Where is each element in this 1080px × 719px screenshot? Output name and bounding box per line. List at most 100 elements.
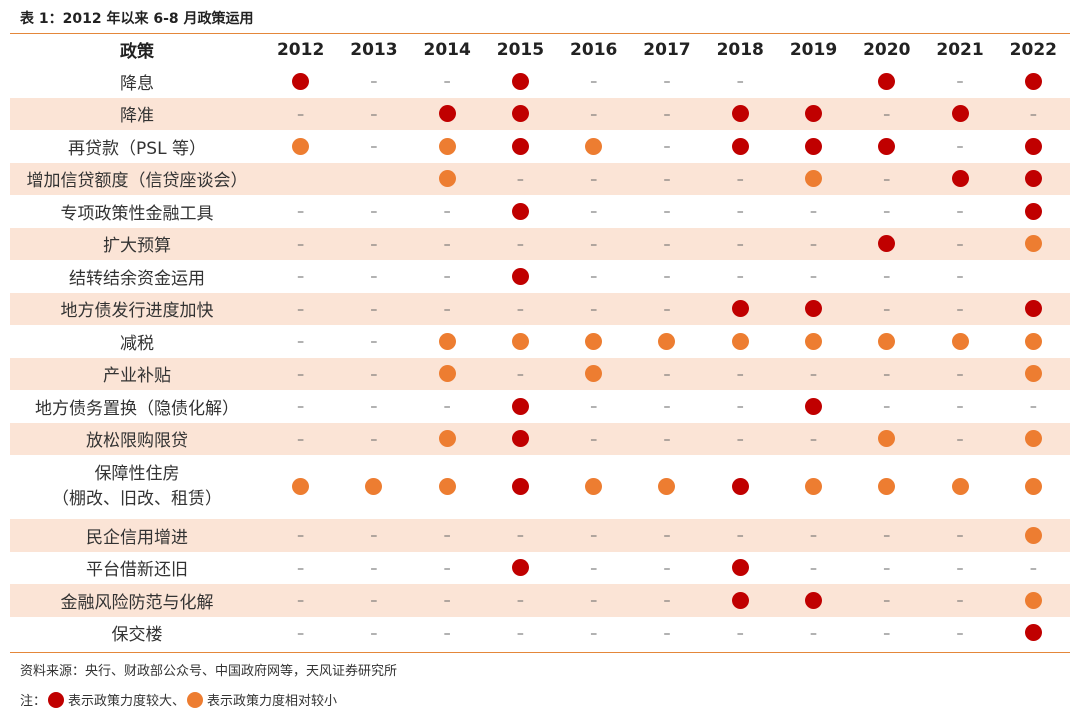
mark-cell: – [630, 292, 704, 325]
mark-cell: – [337, 519, 411, 552]
dash-mark: – [883, 301, 891, 318]
dash-mark: – [297, 625, 305, 642]
dash-mark: – [297, 269, 305, 286]
policy-label: 金融风险防范与化解 [10, 584, 264, 617]
dash-mark: – [809, 204, 817, 221]
mark-cell [337, 162, 411, 195]
table-row: 扩大预算 – – – – – – – – – [10, 227, 1070, 260]
mark-cell: – [630, 260, 703, 293]
table-row: 保障性住房 （棚改、旧改、租赁） [10, 455, 1070, 519]
mark-cell [850, 130, 923, 163]
dash-mark: – [883, 171, 891, 188]
dash-mark: – [590, 236, 598, 253]
orange-dot-icon [438, 137, 456, 155]
dash-mark: – [663, 593, 671, 610]
header-policy: 政策 [120, 42, 154, 62]
dash-mark: – [590, 74, 598, 91]
header-row: 政策 2012 2013 2014 2015 2016 2017 2018 2019 2020 2… [10, 34, 1070, 65]
note-prefix: 注： [20, 694, 47, 709]
mark-cell [997, 65, 1070, 98]
mark-cell [997, 195, 1070, 228]
dash-mark: – [956, 528, 964, 545]
mark-cell: – [410, 227, 484, 260]
header-year-2022: 2022 [1009, 39, 1057, 60]
policy-label: 结转结余资金运用 [69, 268, 205, 289]
mark-cell [484, 552, 557, 585]
red-dot-icon [511, 105, 529, 123]
mark-cell [484, 260, 557, 293]
red-dot-icon [511, 559, 529, 577]
mark-cell: – [557, 227, 631, 260]
policy-label: 降息 [120, 73, 154, 94]
mark-cell [850, 325, 923, 358]
dash-mark: – [297, 399, 305, 416]
dash-mark: – [809, 431, 817, 448]
dash-mark: – [516, 528, 524, 545]
mark-cell: – [850, 617, 923, 650]
mark-cell: – [557, 617, 630, 650]
orange-dot-icon [585, 332, 603, 350]
dash-mark: – [956, 560, 964, 577]
mark-cell [923, 455, 996, 519]
mark-cell: – [703, 357, 777, 390]
mark-cell [410, 422, 484, 455]
red-dot-icon [731, 477, 749, 495]
mark-cell: – [337, 422, 411, 455]
dash-mark: – [956, 593, 964, 610]
header-year-2012: 2012 [276, 39, 325, 60]
red-dot-icon [951, 105, 969, 123]
dash-mark: – [443, 74, 451, 91]
mark-cell: – [923, 390, 996, 423]
dash-mark: – [297, 431, 305, 448]
dash-mark: – [663, 625, 671, 642]
dash-mark: – [1029, 106, 1037, 123]
mark-cell: – [411, 390, 484, 423]
dash-mark: – [297, 366, 305, 383]
mark-cell [264, 130, 337, 163]
mark-cell [703, 97, 777, 130]
dash-mark: – [663, 236, 671, 253]
policy-label: 扩大预算 [10, 227, 264, 260]
table-row: 再贷款（PSL 等） – – – [10, 130, 1070, 163]
dash-mark: – [370, 431, 378, 448]
dash-mark: – [883, 269, 891, 286]
orange-dot-icon [438, 477, 456, 495]
mark-cell: – [850, 97, 924, 130]
source-note: 资料来源：央行、财政部公众号、中国政府网等，天风证券研究所 [20, 664, 398, 679]
dash-mark: – [883, 106, 891, 123]
dash-mark: – [663, 560, 671, 577]
mark-cell [704, 552, 777, 585]
mark-cell [703, 292, 777, 325]
red-dot-icon [511, 267, 529, 285]
mark-cell [996, 227, 1070, 260]
mark-cell [996, 584, 1070, 617]
mark-cell: – [923, 422, 997, 455]
mark-cell: – [704, 617, 777, 650]
dash-mark: – [736, 366, 744, 383]
mark-cell: – [337, 97, 411, 130]
mark-cell [776, 584, 851, 617]
mark-cell: – [410, 584, 484, 617]
mark-cell: – [703, 227, 777, 260]
table-row: 结转结余资金运用 – – – – – – – – – [10, 260, 1070, 293]
dash-mark: – [663, 171, 671, 188]
orange-dot-icon [731, 332, 749, 350]
dash-mark: – [370, 106, 378, 123]
mark-cell: – [337, 390, 410, 423]
header-year-2016: 2016 [570, 39, 618, 60]
dash-mark: – [370, 399, 378, 416]
mark-cell: – [557, 195, 630, 228]
mark-cell: – [557, 519, 631, 552]
dash-mark: – [736, 204, 744, 221]
mark-cell: – [484, 617, 557, 650]
dash-mark: – [956, 236, 964, 253]
mark-cell: – [337, 227, 411, 260]
dash-mark: – [956, 625, 964, 642]
table-row: 金融风险防范与化解 – – – – – – – – [10, 584, 1070, 617]
mark-cell: – [850, 292, 924, 325]
orange-dot-icon [1024, 365, 1042, 383]
dash-mark: – [663, 139, 671, 156]
dash-mark: – [663, 366, 671, 383]
dash-mark: – [370, 74, 378, 91]
mark-cell: – [776, 227, 851, 260]
